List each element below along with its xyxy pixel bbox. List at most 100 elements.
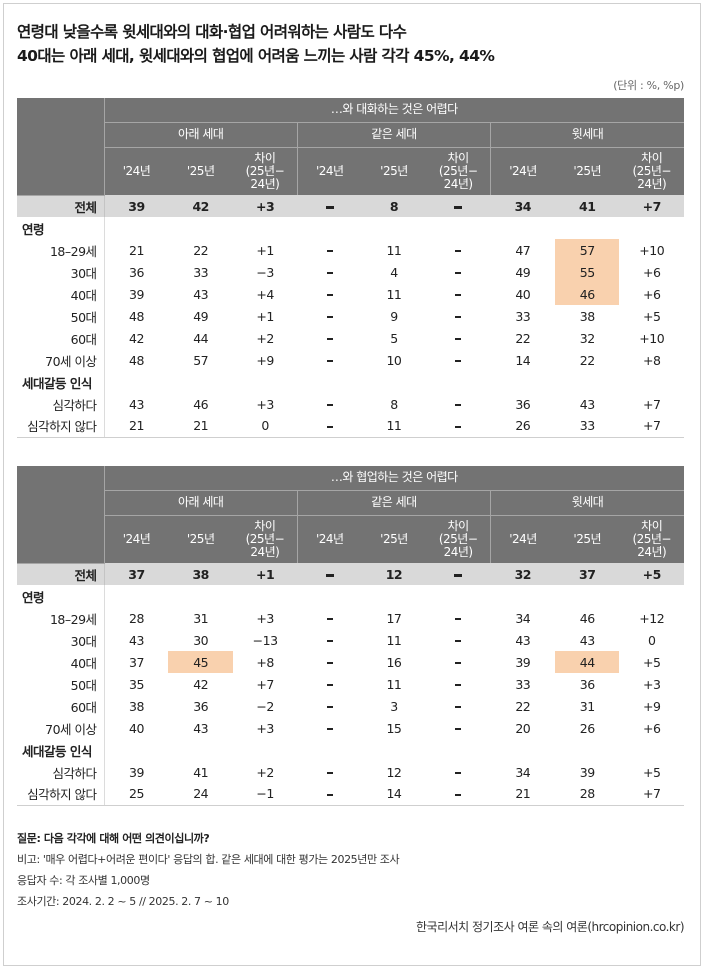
value-cell: 48: [129, 308, 144, 324]
value-cell: 22: [193, 242, 209, 258]
value-cell: 39: [129, 286, 144, 302]
table-row: 심각하지 않다 25 24 −1 14 21 28 +7: [17, 783, 684, 806]
value-cell: [297, 261, 361, 283]
value-cell: [297, 717, 361, 739]
dash-mark: [325, 205, 334, 209]
diff-header-line: 24년): [637, 176, 667, 191]
table-row: 30대 36 33 −3 4 49 55 +6: [17, 261, 684, 283]
diff-header-line: 차이: [254, 150, 276, 165]
value-cell: 41: [193, 764, 209, 780]
value-cell: 28: [555, 783, 620, 806]
value-cell: 0: [232, 415, 298, 438]
year-header: '25년: [361, 147, 427, 195]
value-cell: +2: [256, 764, 274, 780]
group-header: 아래 세대: [104, 122, 298, 148]
year-header: '25년: [555, 147, 620, 195]
value-cell: 43: [515, 632, 531, 648]
section-row: 세대갈등 인식: [17, 371, 684, 393]
value-cell: 32: [490, 563, 555, 585]
table-row: 심각하다 43 46 +3 8 36 43 +7: [17, 393, 684, 415]
value-cell: [426, 349, 490, 371]
dash-mark: [455, 250, 462, 252]
dash-mark: [326, 772, 333, 774]
value-cell: +3: [232, 195, 298, 217]
group-header: 아래 세대: [104, 490, 298, 516]
value-cell: 8: [361, 195, 427, 217]
value-cell: 30: [193, 632, 209, 648]
value-cell: 37: [129, 654, 144, 670]
value-cell: 39: [104, 195, 169, 217]
value-cell: +7: [256, 676, 274, 692]
value-cell: +3: [256, 396, 274, 412]
value-cell: 33: [515, 676, 531, 692]
diff-header-line: (25년−: [632, 531, 671, 546]
note-remark: 비고: '매우 어렵다+어려운 편이다' 응답의 합. 같은 세대에 대한 평가…: [17, 853, 400, 866]
table-row: 50대 35 42 +7 11 33 36 +3: [17, 673, 684, 695]
value-cell: 43: [129, 632, 144, 648]
value-cell: 41: [555, 195, 620, 217]
value-cell: +10: [639, 242, 665, 258]
dash-mark: [325, 573, 334, 577]
value-cell: [426, 327, 490, 349]
value-cell: [297, 695, 361, 717]
value-cell: +6: [642, 720, 661, 736]
value-cell: [297, 349, 361, 371]
value-cell: 36: [579, 676, 595, 692]
year-header: '25년: [555, 515, 620, 563]
value-cell: 26: [579, 720, 595, 736]
value-cell: 39: [129, 764, 144, 780]
value-cell: 47: [515, 242, 531, 258]
value-cell: −1: [232, 783, 298, 806]
diff-header: 차이 (25년− 24년): [619, 515, 684, 563]
table-row: 70세 이상 48 57 +9 10 14 22 +8: [17, 349, 684, 371]
value-cell: +3: [256, 610, 274, 626]
section-row: 연령: [17, 217, 684, 239]
value-cell: −3: [256, 264, 274, 280]
value-cell: +8: [256, 654, 274, 670]
row-label: 70세 이상: [17, 717, 105, 739]
notes: 질문: 다음 각각에 대해 어떤 의견이십니까? 비고: '매우 어렵다+어려운…: [17, 830, 400, 914]
table-row: 60대 42 44 +2 5 22 32 +10: [17, 327, 684, 349]
section-row: 세대갈등 인식: [17, 739, 684, 761]
value-cell: 43: [579, 632, 595, 648]
group-header: 같은 세대: [296, 122, 491, 148]
value-cell: 37: [104, 563, 169, 585]
dash-mark: [326, 360, 333, 362]
value-cell: +2: [256, 330, 274, 346]
dash-mark: [455, 772, 462, 774]
value-cell: +5: [619, 563, 684, 585]
value-cell: 38: [168, 563, 233, 585]
value-cell: 48: [129, 352, 144, 368]
value-cell: 22: [515, 698, 531, 714]
table-row: 30대 43 30 −13 11 43 43 0: [17, 629, 684, 651]
dash-mark: [326, 793, 333, 796]
row-label: 심각하다: [17, 393, 105, 415]
value-cell: +6: [642, 264, 661, 280]
value-cell: 44: [193, 330, 209, 346]
diff-header: 차이 (25년− 24년): [426, 515, 491, 563]
year-header: '25년: [168, 147, 233, 195]
year-header: '24년: [104, 515, 169, 563]
value-cell: 40: [515, 286, 531, 302]
value-cell: 8: [390, 396, 398, 412]
value-cell: 12: [361, 563, 427, 585]
table-header-title: …와 협업하는 것은 어렵다: [104, 466, 684, 491]
value-cell: +4: [256, 286, 274, 302]
header-corner: [17, 466, 105, 564]
dash-mark: [326, 618, 333, 620]
title-line-2: 40대는 아래 세대, 윗세대와의 협업에 어려움 느끼는 사람 각각 45%,…: [17, 47, 495, 65]
value-cell: +7: [619, 415, 684, 438]
table-row: 전체 37 38 +1 12 32 37 +5: [17, 563, 684, 585]
value-cell: 21: [104, 415, 169, 438]
row-label: 30대: [17, 629, 105, 651]
value-cell: 4: [390, 264, 398, 280]
value-cell: 15: [386, 720, 402, 736]
table-row: 70세 이상 40 43 +3 15 20 26 +6: [17, 717, 684, 739]
section-label: 연령: [17, 585, 105, 607]
value-cell: +6: [642, 286, 661, 302]
table-row: 40대 39 43 +4 11 40 46 +6: [17, 283, 684, 305]
value-cell: 42: [168, 195, 233, 217]
value-cell: [297, 415, 362, 438]
value-cell: +1: [256, 242, 274, 258]
value-cell: 5: [390, 330, 398, 346]
